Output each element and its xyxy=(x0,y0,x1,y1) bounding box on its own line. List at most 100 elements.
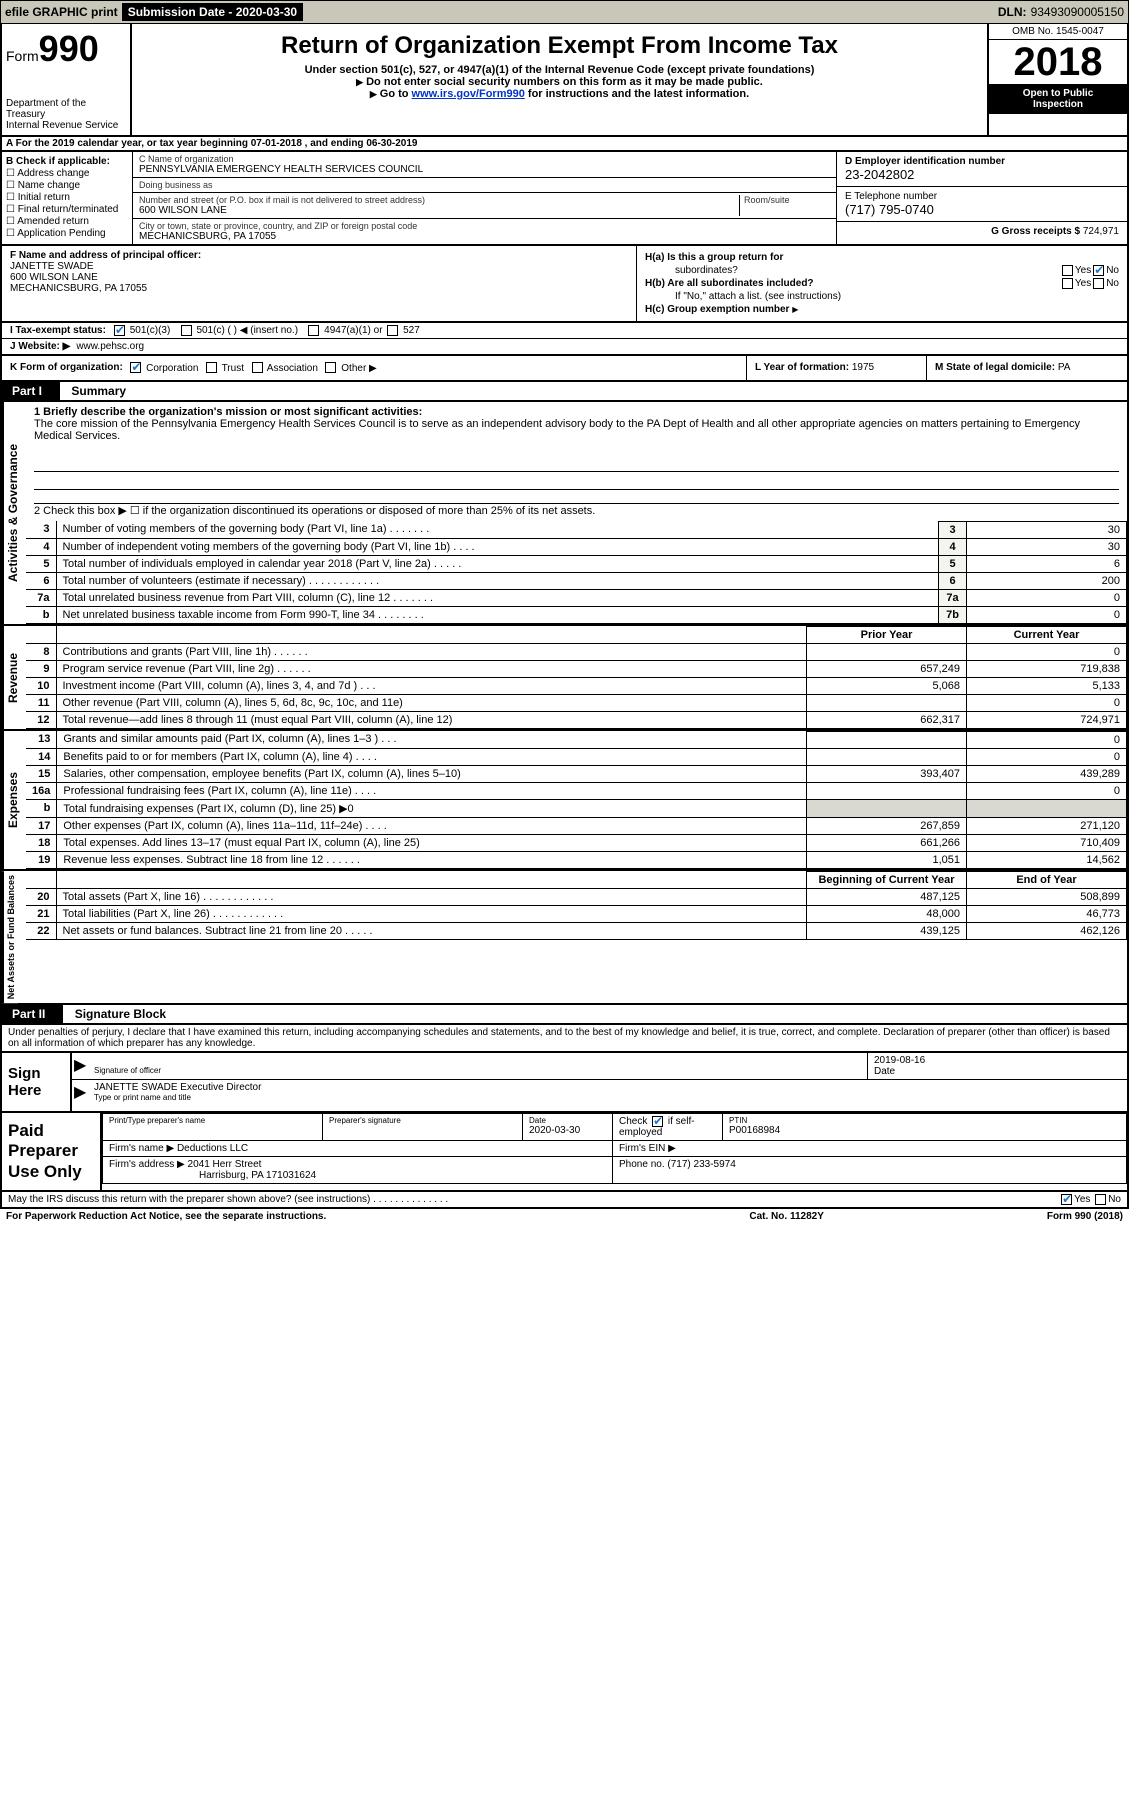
table-row: 19Revenue less expenses. Subtract line 1… xyxy=(26,851,1127,868)
chk-initial-return[interactable]: ☐ Initial return xyxy=(6,192,128,203)
ptin-cell: PTINP00168984 xyxy=(723,1113,1127,1140)
table-row: 6Total number of volunteers (estimate if… xyxy=(26,572,1127,589)
chk-501c[interactable]: 501(c) ( ) ◀ (insert no.) xyxy=(179,325,298,336)
chk-name-change[interactable]: ☐ Name change xyxy=(6,180,128,191)
part1-expenses: Expenses 13Grants and similar amounts pa… xyxy=(0,731,1129,871)
form-number: Form990 xyxy=(6,28,126,70)
netassets-table: Beginning of Current YearEnd of Year20To… xyxy=(26,871,1127,940)
omb-number: OMB No. 1545-0047 xyxy=(989,24,1127,40)
chk-address-change[interactable]: ☐ Address change xyxy=(6,168,128,179)
self-employed-cell[interactable]: Check if self-employed xyxy=(613,1113,723,1140)
governance-table: 3Number of voting members of the governi… xyxy=(26,521,1127,624)
officer-name-title: JANETTE SWADE Executive Director Type or… xyxy=(88,1080,1127,1104)
table-row: 21Total liabilities (Part X, line 26) . … xyxy=(26,905,1127,922)
discuss-no[interactable]: No xyxy=(1093,1194,1121,1205)
subtitle-1: Under section 501(c), 527, or 4947(a)(1)… xyxy=(136,64,983,76)
chk-assoc[interactable]: Association xyxy=(250,363,318,374)
side-governance: Activities & Governance xyxy=(2,402,22,624)
tax-year: 2018 xyxy=(989,40,1127,84)
prep-phone-cell: Phone no. (717) 233-5974 xyxy=(613,1156,1127,1183)
prep-name-cell[interactable]: Print/Type preparer's name xyxy=(103,1113,323,1140)
section-deg: D Employer identification number 23-2042… xyxy=(837,152,1127,244)
form-header-left: Form990 Department of the Treasury Inter… xyxy=(2,24,132,135)
officer-name: JANETTE SWADE xyxy=(10,261,94,272)
table-row: 12Total revenue—add lines 8 through 11 (… xyxy=(26,711,1127,728)
line-2-discontinued: 2 Check this box ▶ ☐ if the organization… xyxy=(34,504,1119,517)
dln-value: 93493090005150 xyxy=(1031,5,1124,19)
dba-cell: Doing business as xyxy=(133,178,836,193)
table-row: 9Program service revenue (Part VIII, lin… xyxy=(26,660,1127,677)
table-row: 10Investment income (Part VIII, column (… xyxy=(26,677,1127,694)
table-row: bNet unrelated business taxable income f… xyxy=(26,606,1127,623)
prep-date-cell: Date2020-03-30 xyxy=(523,1113,613,1140)
paperwork-notice: For Paperwork Reduction Act Notice, see … xyxy=(6,1211,526,1222)
table-row: 7aTotal unrelated business revenue from … xyxy=(26,589,1127,606)
hb-no[interactable]: No xyxy=(1091,278,1119,289)
chk-final-return[interactable]: ☐ Final return/terminated xyxy=(6,204,128,215)
website-value: www.pehsc.org xyxy=(76,341,144,352)
instructions-link[interactable]: www.irs.gov/Form990 xyxy=(412,88,525,100)
table-row: bTotal fundraising expenses (Part IX, co… xyxy=(26,799,1127,817)
section-f: F Name and address of principal officer:… xyxy=(2,246,637,321)
table-row: 4Number of independent voting members of… xyxy=(26,538,1127,555)
chk-corp[interactable]: Corporation xyxy=(128,363,198,374)
chk-pending[interactable]: ☐ Application Pending xyxy=(6,228,128,239)
street-address: 600 WILSON LANE xyxy=(139,205,735,216)
table-row: 20Total assets (Part X, line 16) . . . .… xyxy=(26,888,1127,905)
public-inspection: Open to Public Inspection xyxy=(989,84,1127,114)
section-c: C Name of organization PENNSYLVANIA EMER… xyxy=(132,152,837,244)
preparer-table: Print/Type preparer's name Preparer's si… xyxy=(102,1113,1127,1184)
chk-amended[interactable]: ☐ Amended return xyxy=(6,216,128,227)
ha-yes[interactable]: Yes xyxy=(1060,265,1091,276)
table-row: 16aProfessional fundraising fees (Part I… xyxy=(26,782,1127,799)
block-bcdeg: B Check if applicable: ☐ Address change … xyxy=(0,152,1129,246)
pointer-icon: ▶ xyxy=(72,1053,88,1079)
phone-value: (717) 795-0740 xyxy=(845,202,1119,217)
table-row: 5Total number of individuals employed in… xyxy=(26,555,1127,572)
row-a-tax-year: A For the 2019 calendar year, or tax yea… xyxy=(0,137,1129,152)
form-header-right: OMB No. 1545-0047 2018 Open to Public In… xyxy=(987,24,1127,135)
prep-sig-cell[interactable]: Preparer's signature xyxy=(323,1113,523,1140)
table-row: 18Total expenses. Add lines 13–17 (must … xyxy=(26,834,1127,851)
table-row: 8Contributions and grants (Part VIII, li… xyxy=(26,643,1127,660)
row-j-website: J Website: ▶ www.pehsc.org xyxy=(0,339,1129,356)
table-row: 13Grants and similar amounts paid (Part … xyxy=(26,731,1127,748)
section-l: L Year of formation: 1975 xyxy=(747,356,927,379)
section-h: H(a) Is this a group return for subordin… xyxy=(637,246,1127,321)
firm-name-cell: Firm's name ▶ Deductions LLC xyxy=(103,1140,613,1156)
mission-text: The core mission of the Pennsylvania Eme… xyxy=(34,418,1119,472)
table-row: 11Other revenue (Part VIII, column (A), … xyxy=(26,694,1127,711)
org-name-cell: C Name of organization PENNSYLVANIA EMER… xyxy=(133,152,836,178)
table-row: 22Net assets or fund balances. Subtract … xyxy=(26,922,1127,939)
expenses-table: 13Grants and similar amounts paid (Part … xyxy=(26,731,1127,869)
page-footer: For Paperwork Reduction Act Notice, see … xyxy=(0,1209,1129,1224)
officer-signature[interactable]: Signature of officer xyxy=(88,1053,867,1079)
part1-header: Part I Summary xyxy=(0,382,1129,402)
phone-cell: E Telephone number (717) 795-0740 xyxy=(837,187,1127,222)
ha-no[interactable]: No xyxy=(1091,265,1119,276)
efile-label[interactable]: efile GRAPHIC print xyxy=(5,5,118,19)
subtitle-3: Go to www.irs.gov/Form990 for instructio… xyxy=(136,88,983,100)
dln-label: DLN: xyxy=(998,5,1027,19)
chk-trust[interactable]: Trust xyxy=(204,363,244,374)
discuss-yes[interactable]: Yes xyxy=(1059,1194,1090,1205)
form-header-center: Return of Organization Exempt From Incom… xyxy=(132,24,987,135)
irs-discuss-row: May the IRS discuss this return with the… xyxy=(0,1192,1129,1209)
form-title: Return of Organization Exempt From Incom… xyxy=(136,32,983,60)
submission-date-box: Submission Date - 2020-03-30 xyxy=(122,3,303,21)
section-m: M State of legal domicile: PA xyxy=(927,356,1127,379)
row-i-tax-exempt: I Tax-exempt status: 501(c)(3) 501(c) ( … xyxy=(0,323,1129,339)
hb-yes[interactable]: Yes xyxy=(1060,278,1091,289)
chk-4947[interactable]: 4947(a)(1) or xyxy=(306,325,382,336)
chk-other[interactable]: Other ▶ xyxy=(323,363,376,374)
table-row: 14Benefits paid to or for members (Part … xyxy=(26,748,1127,765)
form-version: Form 990 (2018) xyxy=(1047,1211,1123,1222)
chk-527[interactable]: 527 xyxy=(385,325,419,336)
part2-header: Part II Signature Block xyxy=(0,1005,1129,1025)
table-row: 17Other expenses (Part IX, column (A), l… xyxy=(26,817,1127,834)
chk-501c3[interactable]: 501(c)(3) xyxy=(112,325,170,336)
efile-topbar: efile GRAPHIC print Submission Date - 20… xyxy=(0,0,1129,24)
firm-ein-cell: Firm's EIN ▶ xyxy=(613,1140,1127,1156)
cat-number: Cat. No. 11282Y xyxy=(526,1211,1046,1222)
section-b: B Check if applicable: ☐ Address change … xyxy=(2,152,132,244)
